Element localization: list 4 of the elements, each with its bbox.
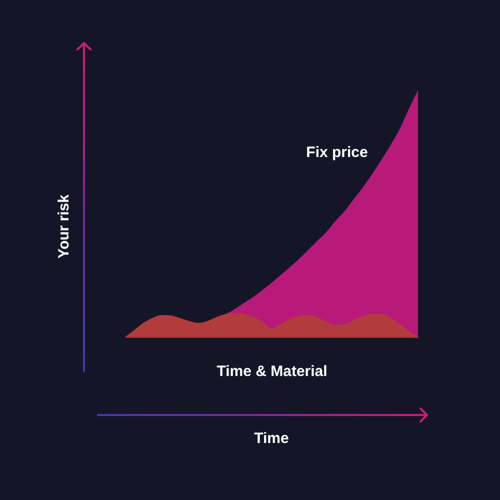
text: Time <box>254 430 289 447</box>
series-label: Fix price <box>306 144 368 161</box>
series-label: Time & Material <box>216 363 328 380</box>
y-axis-title: Your risk <box>56 194 72 258</box>
